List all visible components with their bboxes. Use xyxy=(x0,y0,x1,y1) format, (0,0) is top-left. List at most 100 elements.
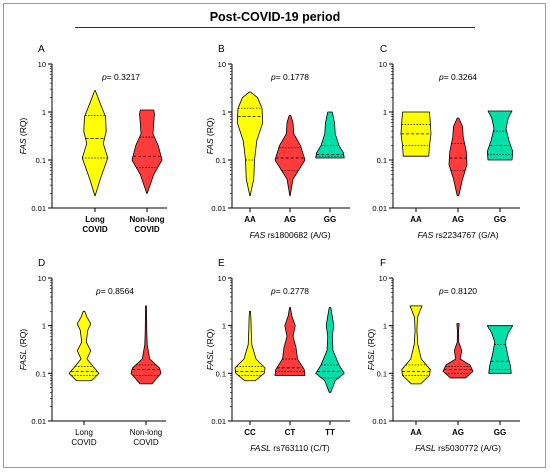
violin-shape xyxy=(315,307,345,393)
p-value-label: p= 0.3217 xyxy=(101,72,140,82)
x-axis-label-gene: FAS xyxy=(417,230,433,240)
x-tick-label: AA xyxy=(244,215,256,224)
x-tick-label: Long xyxy=(75,428,93,437)
p-value-symbol: p xyxy=(101,72,107,82)
violin-shape xyxy=(274,114,306,197)
y-tick-label: 10 xyxy=(38,274,46,283)
y-tick-label: 0.01 xyxy=(211,204,226,213)
p-value-label: p= 0.8120 xyxy=(438,286,477,296)
y-axis-label-gene: FASL xyxy=(205,349,215,370)
panel-a: A 0.01 0.1 1 10 FAS (RQ) p= 0.3217 Long COVIDNon… xyxy=(18,44,167,234)
x-axis-label-snp: rs2234767 (G/A) xyxy=(433,230,498,240)
y-axis-label: FASL (RQ) xyxy=(18,329,28,371)
y-tick-label: 10 xyxy=(379,274,387,283)
x-tick-label: GG xyxy=(324,215,336,224)
p-value-number: = 0.8564 xyxy=(101,286,135,296)
violin-shape xyxy=(486,325,514,374)
p-value-number: = 0.2778 xyxy=(276,286,310,296)
y-axis-label: FAS (RQ) xyxy=(18,117,28,154)
x-tick-label: GG xyxy=(494,215,506,224)
y-axis-label: FASL (RQ) xyxy=(366,329,376,371)
x-tick-label: Long xyxy=(85,215,105,224)
y-tick-label: 1 xyxy=(42,322,46,331)
p-value-label: p= 0.3264 xyxy=(438,72,477,82)
y-tick-label: 0.1 xyxy=(377,369,387,378)
y-tick-label: 10 xyxy=(218,60,226,69)
violin-shape xyxy=(130,305,162,385)
violin-shape xyxy=(131,109,163,194)
y-tick-label: 0.1 xyxy=(216,156,226,165)
figure-border xyxy=(3,3,546,468)
y-tick-label: 1 xyxy=(383,322,387,331)
y-tick-label: 0.1 xyxy=(36,369,46,378)
violin-shape xyxy=(442,323,474,379)
p-value-number: = 0.8120 xyxy=(444,286,478,296)
panel-e: E 0.01 0.1 1 10 FASL (RQ) p= 0.2778 CC CT TT FASL … xyxy=(205,258,350,453)
y-tick-label: 0.01 xyxy=(211,417,226,426)
y-tick-label: 0.01 xyxy=(31,204,46,213)
y-tick-label: 0.01 xyxy=(31,417,46,426)
panel-c: C 0.01 0.1 1 10 p= 0.3264 AA AG GG FAS rs2234767 … xyxy=(372,44,520,240)
y-tick-label: 0.01 xyxy=(372,204,387,213)
p-value-number: = 0.3217 xyxy=(107,72,141,82)
violin-shape xyxy=(236,91,264,197)
y-axis-label-gene: FAS xyxy=(18,138,28,154)
p-value-label: p= 0.2778 xyxy=(270,286,309,296)
x-axis-label-snp: rs763110 (C/T) xyxy=(271,443,330,453)
x-axis-label: FASL rs5030772 (A/G) xyxy=(415,443,501,453)
y-tick-label: 1 xyxy=(42,108,46,117)
p-value-symbol: p xyxy=(438,286,444,296)
figure-title: Post-COVID-19 period xyxy=(209,10,341,24)
x-tick-label: Non-long xyxy=(130,428,162,437)
violin-shape xyxy=(81,90,109,197)
y-axis-label: FAS (RQ) xyxy=(205,117,215,154)
p-value-symbol: p xyxy=(438,72,444,82)
y-tick-label: 10 xyxy=(38,60,46,69)
y-tick-label: 0.01 xyxy=(372,417,387,426)
y-tick-label: 0.1 xyxy=(36,156,46,165)
violin-shape xyxy=(234,310,266,382)
panel-f: F 0.01 0.1 1 10 FASL (RQ) p= 0.8120 AA AG GG FASL … xyxy=(366,258,520,453)
y-tick-label: 0.1 xyxy=(377,156,387,165)
y-axis-label-unit: (RQ) xyxy=(366,329,376,350)
p-value-symbol: p xyxy=(270,286,276,296)
x-tick-label: CT xyxy=(285,428,296,437)
y-axis-label: FASL (RQ) xyxy=(205,329,215,371)
panel-letter: A xyxy=(38,44,45,55)
x-tick-label: COVID xyxy=(134,225,160,234)
violin-shape xyxy=(68,310,100,382)
y-axis-label-unit: (RQ) xyxy=(205,117,215,138)
x-tick-label: AG xyxy=(452,428,464,437)
x-tick-label: COVID xyxy=(133,438,159,447)
x-axis-label-gene: FASL xyxy=(250,443,271,453)
y-tick-label: 1 xyxy=(383,108,387,117)
panel-letter: B xyxy=(218,44,225,55)
y-tick-label: 0.1 xyxy=(216,369,226,378)
violin-shape xyxy=(448,117,468,197)
x-tick-label: Non-long xyxy=(129,215,164,224)
panel-letter: D xyxy=(38,258,45,269)
x-axis-label-snp: rs5030772 (A/G) xyxy=(436,443,501,453)
y-tick-label: 1 xyxy=(222,108,226,117)
x-tick-label: COVID xyxy=(71,438,97,447)
panel-b: B 0.01 0.1 1 10 FAS (RQ) p= 0.1778 AA AG GG FAS rs… xyxy=(205,44,350,240)
x-axis-label-snp: rs1800682 (A/G) xyxy=(265,230,330,240)
x-tick-label: AA xyxy=(410,428,422,437)
y-axis-label-gene: FASL xyxy=(366,349,376,370)
p-value-number: = 0.3264 xyxy=(444,72,478,82)
panel-letter: F xyxy=(380,258,386,269)
y-tick-label: 10 xyxy=(218,274,226,283)
x-tick-label: CC xyxy=(244,428,256,437)
x-tick-label: TT xyxy=(325,428,335,437)
x-axis-label-gene: FASL xyxy=(415,443,436,453)
violin-shape xyxy=(486,110,514,161)
p-value-symbol: p xyxy=(95,286,101,296)
y-axis-label-unit: (RQ) xyxy=(18,329,28,350)
x-axis-label: FASL rs763110 (C/T) xyxy=(250,443,330,453)
x-axis-label-gene: FAS xyxy=(249,230,265,240)
violin-shape xyxy=(315,111,345,159)
x-axis-label: FAS rs2234767 (G/A) xyxy=(417,230,498,240)
x-tick-label: AG xyxy=(284,215,296,224)
